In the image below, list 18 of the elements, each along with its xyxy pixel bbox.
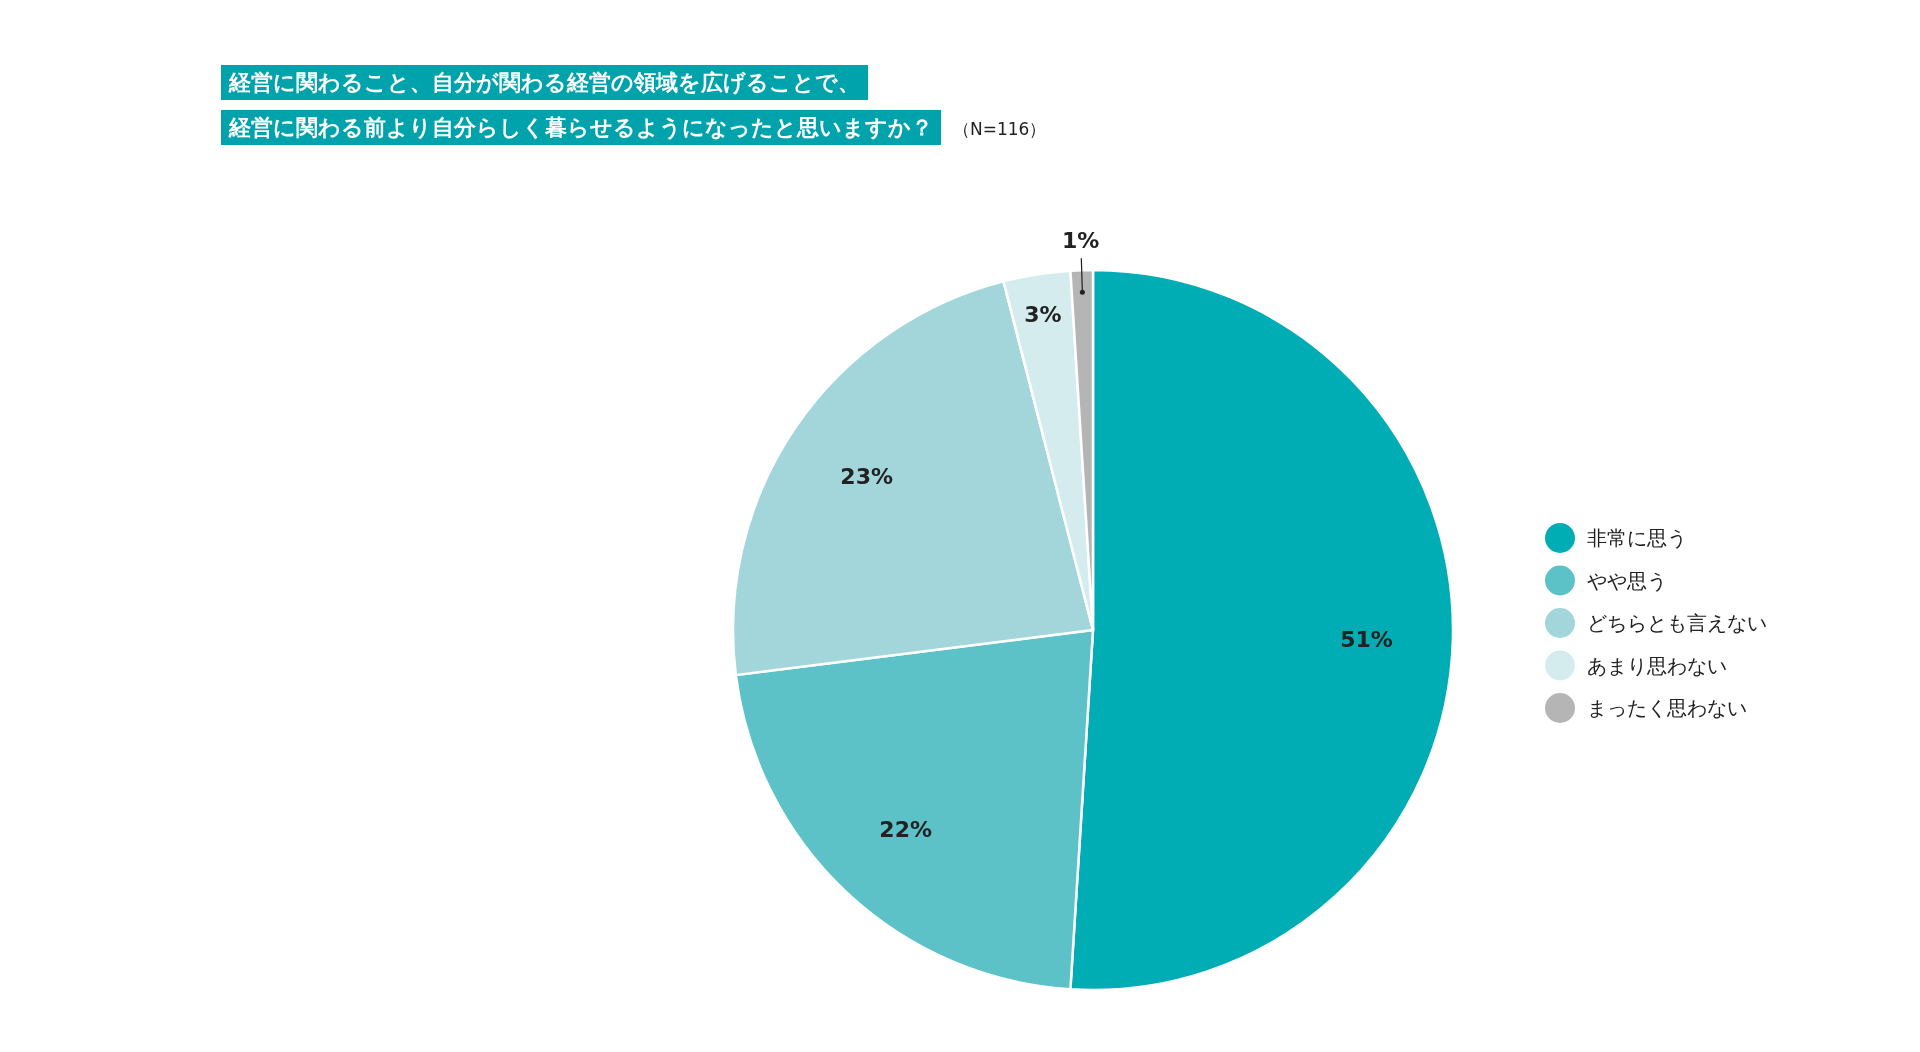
chart-subtitle: 経営に関わる前より自分らしく暮らせるようになったと思いますか？ xyxy=(221,110,941,145)
legend-label: まったく思わない xyxy=(1587,696,1747,720)
text: 経営に関わること、自分が関わる経営の領域を広げることで、 xyxy=(221,65,868,100)
legend-item: どちらとも言えない xyxy=(1545,608,1767,638)
data-label: 23% xyxy=(840,464,894,490)
text: （N=116） xyxy=(953,117,1047,141)
data-label: 51% xyxy=(1340,626,1393,652)
legend-label: やや思う xyxy=(1587,568,1667,593)
data-label: 3% xyxy=(1024,301,1062,327)
legend-item: まったく思わない xyxy=(1545,693,1747,723)
legend-label: あまり思わない xyxy=(1587,653,1727,678)
legend-item: 非常に思う xyxy=(1545,523,1687,553)
legend-item: あまり思わない xyxy=(1545,650,1727,681)
data-label: 22% xyxy=(879,817,933,843)
data-label: 1% xyxy=(1062,228,1100,254)
legend-label: どちらとも言えない xyxy=(1587,611,1767,635)
legend-label: 非常に思う xyxy=(1587,526,1687,550)
legend-item: やや思う xyxy=(1545,565,1667,596)
